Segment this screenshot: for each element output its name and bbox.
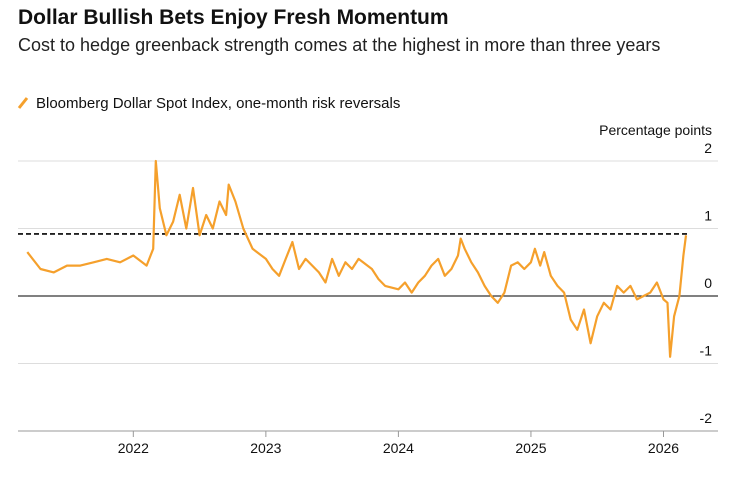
y-tick-label: -1 (700, 343, 713, 359)
x-tick-label: 2025 (515, 440, 546, 456)
y-tick-label: 1 (704, 208, 712, 224)
y-axis-label: Percentage points (599, 122, 712, 138)
data-line (26, 159, 688, 358)
x-tick-label: 2026 (648, 440, 679, 456)
subtitle-box: Cost to hedge greenback strength comes a… (18, 35, 661, 55)
x-tick-label: 2024 (383, 440, 414, 456)
x-tick-label: 2023 (250, 440, 281, 456)
legend-swatch (17, 97, 29, 109)
y-tick-label: 2 (704, 140, 712, 156)
chart-title: Dollar Bullish Bets Enjoy Fresh Momentum (18, 6, 449, 29)
y-tick-label: 0 (704, 275, 712, 291)
y-tick-label: -2 (700, 410, 713, 426)
chart-subtitle: Cost to hedge greenback strength comes a… (18, 35, 661, 55)
x-tick-label: 2022 (118, 440, 149, 456)
legend-label: Bloomberg Dollar Spot Index, one-month r… (36, 95, 400, 112)
